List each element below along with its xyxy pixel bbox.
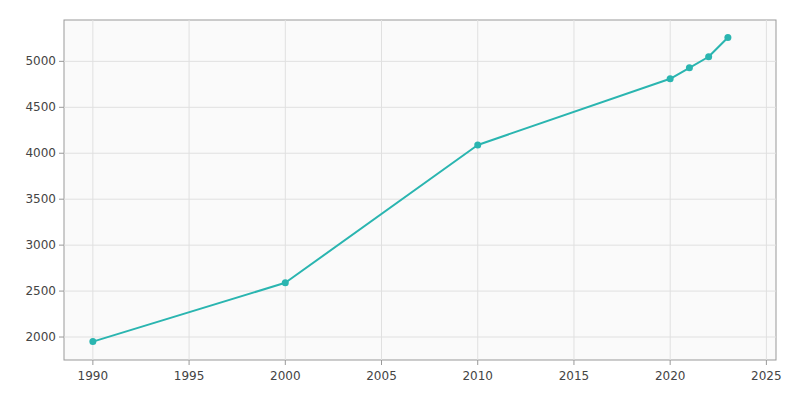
y-tick xyxy=(59,61,64,62)
y-tick-label: 2500 xyxy=(25,284,56,298)
y-tick-label: 3000 xyxy=(25,238,56,252)
x-tick xyxy=(92,360,93,365)
x-tick-label: 1990 xyxy=(78,369,109,383)
y-tick xyxy=(59,107,64,108)
data-point xyxy=(724,34,731,41)
x-grid-line xyxy=(92,20,93,360)
x-grid-line xyxy=(189,20,190,360)
x-tick-label: 2020 xyxy=(655,369,686,383)
y-tick xyxy=(59,337,64,338)
y-grid-line xyxy=(64,245,776,246)
x-tick-label: 2005 xyxy=(366,369,397,383)
data-point xyxy=(686,64,693,71)
data-point xyxy=(89,338,96,345)
x-grid-line xyxy=(766,20,767,360)
x-tick xyxy=(477,360,478,365)
data-layer xyxy=(89,34,731,345)
grid xyxy=(64,20,776,360)
x-tick-label: 2015 xyxy=(559,369,590,383)
chart-svg: 2000 2500 3000 3500 4000 4500 5000 1990 1995 2000… xyxy=(0,0,800,400)
y-tick-label: 4500 xyxy=(25,100,56,114)
y-tick xyxy=(59,199,64,200)
y-tick-label: 3500 xyxy=(25,192,56,206)
y-tick-label: 5000 xyxy=(25,54,56,68)
x-tick-label: 2010 xyxy=(462,369,493,383)
data-point xyxy=(667,75,674,82)
x-tick-label: 1995 xyxy=(174,369,205,383)
x-grid-line xyxy=(573,20,574,360)
y-grid-line xyxy=(64,61,776,62)
data-point xyxy=(282,279,289,286)
x-tick-label: 2025 xyxy=(751,369,782,383)
x-tick xyxy=(381,360,382,365)
y-tick xyxy=(59,291,64,292)
y-tick-label: 2000 xyxy=(25,330,56,344)
y-grid-line xyxy=(64,199,776,200)
x-tick xyxy=(573,360,574,365)
chart-container: 2000 2500 3000 3500 4000 4500 5000 1990 1995 2000… xyxy=(0,0,800,400)
y-tick-label: 4000 xyxy=(25,146,56,160)
y-grid-line xyxy=(64,107,776,108)
data-point xyxy=(705,53,712,60)
x-tick xyxy=(670,360,671,365)
y-grid-line xyxy=(64,291,776,292)
y-tick xyxy=(59,245,64,246)
data-point xyxy=(474,141,481,148)
x-grid-line xyxy=(381,20,382,360)
x-tick xyxy=(189,360,190,365)
y-tick xyxy=(59,153,64,154)
x-grid-line xyxy=(285,20,286,360)
axes: 2000 2500 3000 3500 4000 4500 5000 1990 1995 2000… xyxy=(25,54,781,383)
x-tick xyxy=(766,360,767,365)
data-line xyxy=(93,37,728,341)
x-grid-line xyxy=(670,20,671,360)
x-tick-label: 2000 xyxy=(270,369,301,383)
y-grid-line xyxy=(64,337,776,338)
y-grid-line xyxy=(64,153,776,154)
x-tick xyxy=(285,360,286,365)
x-grid-line xyxy=(477,20,478,360)
plot-frame xyxy=(64,20,776,360)
